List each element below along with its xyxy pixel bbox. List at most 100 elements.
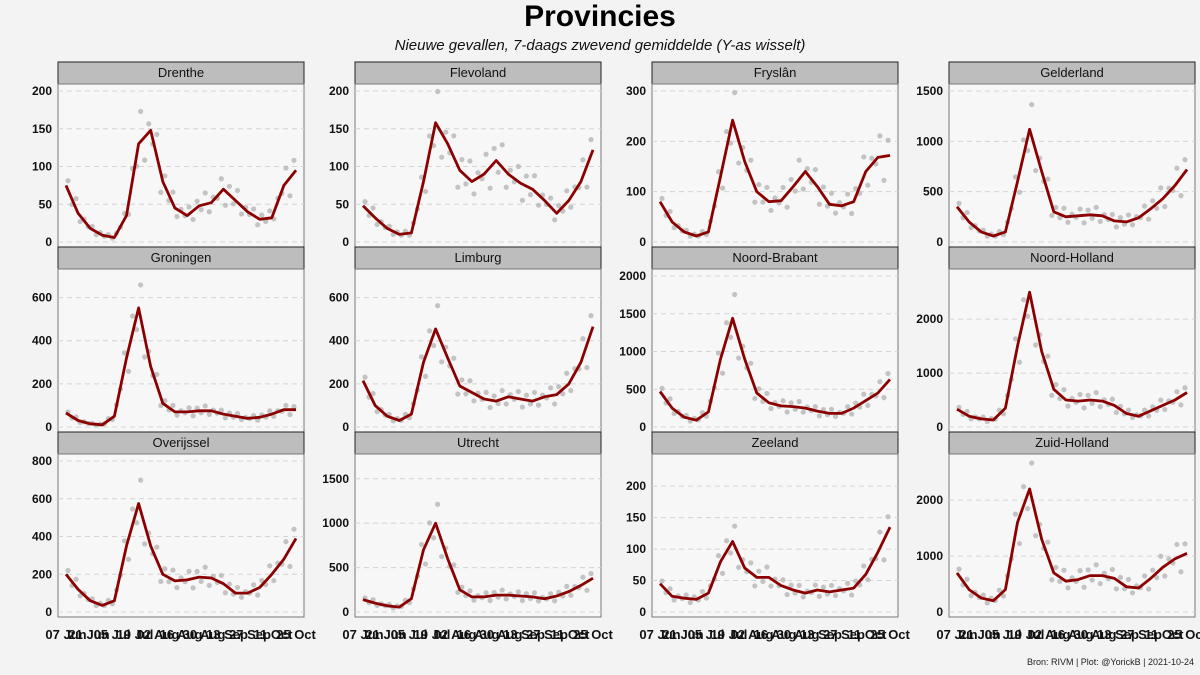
data-point [190,413,196,419]
x-tick-label: 02 Aug [1028,627,1071,642]
data-point [748,360,754,366]
y-tick-label: 100 [626,185,646,199]
data-point [162,566,168,572]
data-point [138,282,144,288]
y-tick-label: 150 [329,122,349,136]
data-point [291,526,297,532]
facet-panel: Groningen 0 200 400 600 [32,246,305,434]
x-tick-label: 27 Sep [526,627,568,642]
data-point [190,585,196,591]
data-point [756,386,762,392]
data-point [861,154,867,160]
data-point [1109,566,1115,573]
panel-background [57,268,305,433]
data-point [1029,101,1035,108]
data-point [422,188,429,195]
series-line [361,326,595,422]
y-tick-label: 50 [39,197,53,211]
data-point [832,210,839,216]
data-point [784,591,790,598]
data-point [1045,353,1051,359]
data-point [1085,207,1091,213]
data-point [816,201,822,207]
data-point [374,408,380,415]
data-point [1097,218,1103,225]
y-tick-label: 100 [626,542,646,556]
data-point [752,199,758,205]
data-point [748,157,754,163]
data-point [1053,204,1059,210]
facet-label: Flevoland [450,65,506,80]
panel-background [651,453,899,618]
data-point [845,404,851,410]
y-tick-label: 200 [32,377,52,391]
data-point [1077,568,1083,574]
data-point [964,576,970,582]
data-point [752,583,758,589]
data-point [1065,219,1071,225]
facet-label: Drenthe [158,65,204,80]
x-tick-label: 25 Oct [870,627,910,642]
data-point [564,188,570,194]
x-tick-label: 16 Aug [457,627,500,642]
data-point [226,581,233,587]
x-tick-label: 27 Sep [1120,627,1162,642]
facet-label: Noord-Holland [1030,250,1114,265]
data-point [1174,165,1180,171]
data-point [186,204,192,210]
data-point [732,291,738,298]
data-point [154,131,160,138]
data-point [1117,215,1124,221]
data-point [1077,206,1083,212]
data-point [800,409,806,415]
data-point [683,592,689,598]
data-point [499,142,505,148]
data-point [1178,402,1184,408]
data-point [459,377,465,383]
data-point [548,591,554,597]
y-tick-label: 0 [936,420,943,434]
data-point [800,594,806,600]
data-point [283,402,289,409]
data-point [588,136,594,143]
series-line [362,121,595,236]
data-point [1029,460,1035,466]
data-point [523,173,530,179]
data-point [202,403,208,409]
x-tick-label: 30 Aug [777,627,820,642]
data-point [1093,204,1099,210]
data-point [796,582,802,589]
data-point [881,557,887,563]
y-tick-label: 1000 [916,549,943,563]
data-point [1020,137,1027,143]
data-point [499,387,505,394]
y-tick-label: 1000 [619,345,646,359]
data-point [259,212,265,218]
data-point [768,405,774,412]
data-point [760,199,766,205]
data-point [1061,387,1067,393]
data-point [1045,539,1051,545]
data-point [667,586,673,592]
data-point [283,539,289,545]
data-point [362,374,368,380]
data-point [728,550,734,556]
data-point [1029,261,1035,268]
data-point [129,313,136,319]
data-point [206,582,212,588]
data-point [218,572,224,579]
data-point [451,355,457,361]
y-tick-label: 0 [45,605,52,619]
source-caption: Bron: RIVM | Plot: @YorickB | 2021-10-24 [1026,657,1194,667]
data-point [699,588,705,595]
data-point [784,409,790,415]
facet-panel: Flevoland 0 50 100 150 200 [329,61,602,249]
data-point [471,191,477,197]
data-point [418,541,425,548]
data-point [1178,569,1184,575]
x-tick-label: 19 Jul [414,627,451,642]
x-tick-label: 25 Oct [1167,627,1200,642]
data-point [174,412,180,418]
x-tick-label: 05 Jul [985,627,1022,642]
